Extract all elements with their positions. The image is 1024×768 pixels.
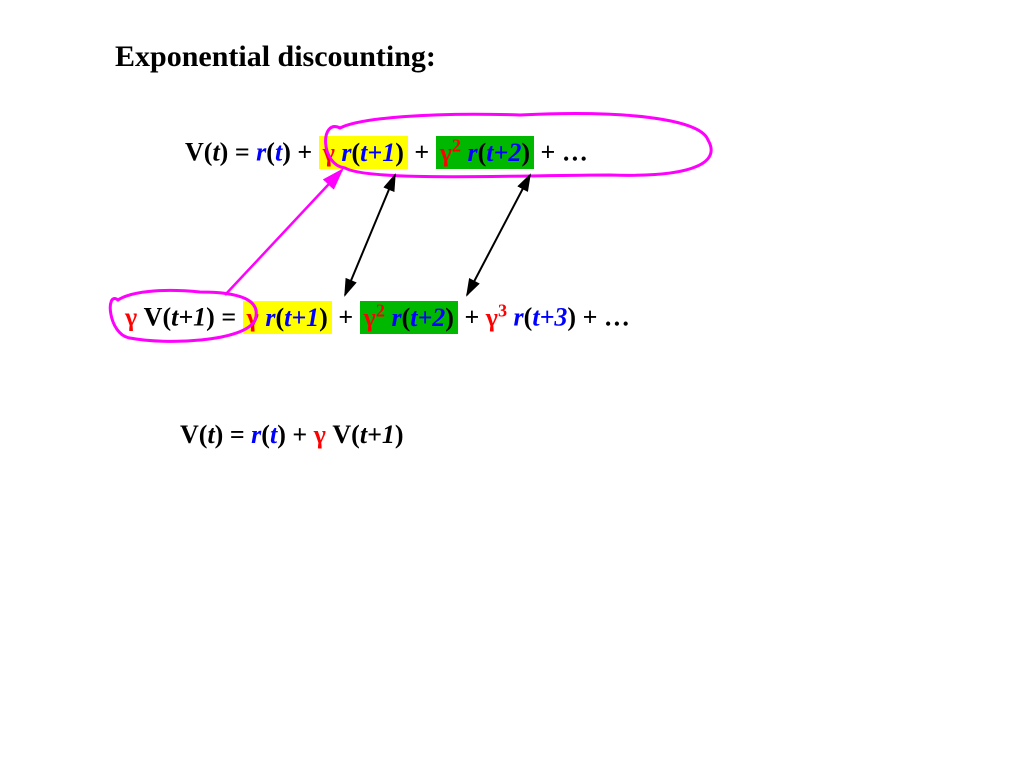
- black-arrow-1: [345, 175, 395, 295]
- eq3-equals: =: [223, 420, 251, 449]
- eq3-gamma: γ: [314, 420, 326, 449]
- eq1-r-t: r(t): [256, 138, 291, 167]
- equation-2: γ V(t+1) = γ r(t+1) + γ2 r(t+2) + γ3 r(t…: [125, 300, 630, 333]
- eq1-term-gamma2-r-t2: γ2 r(t+2): [436, 136, 534, 169]
- eq3-plus: +: [286, 420, 314, 449]
- eq2-equals: =: [215, 303, 243, 332]
- eq2-term-gamma-r-t1: γ r(t+1): [243, 301, 332, 334]
- eq2-term-gamma2-r-t2: γ2 r(t+2): [360, 301, 458, 334]
- eq1-plus-2: +: [408, 138, 436, 167]
- slide-title: Exponential discounting:: [115, 40, 436, 74]
- annotation-overlay: [0, 0, 1024, 768]
- eq2-V-t1: V(t+1): [144, 303, 215, 332]
- eq3-V: V(t): [180, 420, 223, 449]
- equation-3: V(t) = r(t) + γ V(t+1): [180, 420, 404, 450]
- magenta-arrow: [225, 170, 342, 295]
- eq2-dots: + …: [576, 303, 630, 332]
- eq2-plus-1: +: [332, 303, 360, 332]
- eq2-gamma: γ: [125, 303, 137, 332]
- eq1-equals: =: [228, 138, 256, 167]
- eq2-term-gamma3-r-t3: γ3 r(t+3): [486, 303, 576, 332]
- eq3-V-t1: V(t+1): [332, 420, 403, 449]
- eq1-V: V(t): [185, 138, 228, 167]
- eq2-plus-2: +: [458, 303, 486, 332]
- eq3-r-t: r(t): [251, 420, 286, 449]
- eq1-dots: + …: [534, 138, 588, 167]
- eq1-term-gamma-r-t1: γ r(t+1): [319, 136, 408, 169]
- eq1-plus-1: +: [291, 138, 319, 167]
- equation-1: V(t) = r(t) + γ r(t+1) + γ2 r(t+2) + …: [185, 135, 588, 168]
- black-arrow-2: [467, 175, 530, 295]
